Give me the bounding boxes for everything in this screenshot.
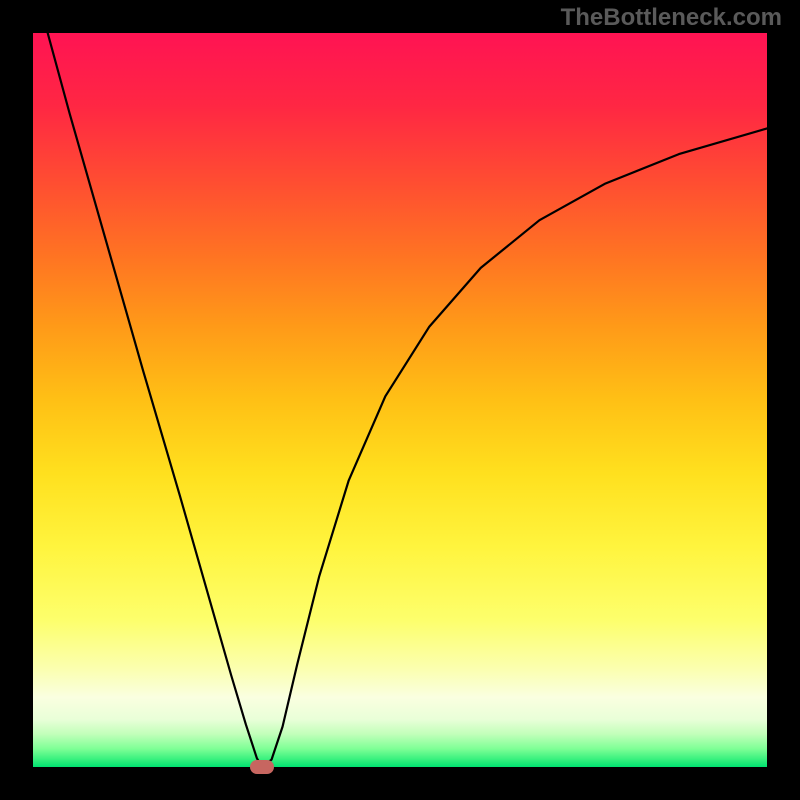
chart-frame: TheBottleneck.com [0, 0, 800, 800]
optimal-point-marker [250, 760, 274, 774]
curve-path [48, 33, 767, 767]
watermark-text: TheBottleneck.com [561, 4, 782, 32]
bottleneck-curve [33, 33, 767, 767]
plot-area [33, 33, 767, 767]
